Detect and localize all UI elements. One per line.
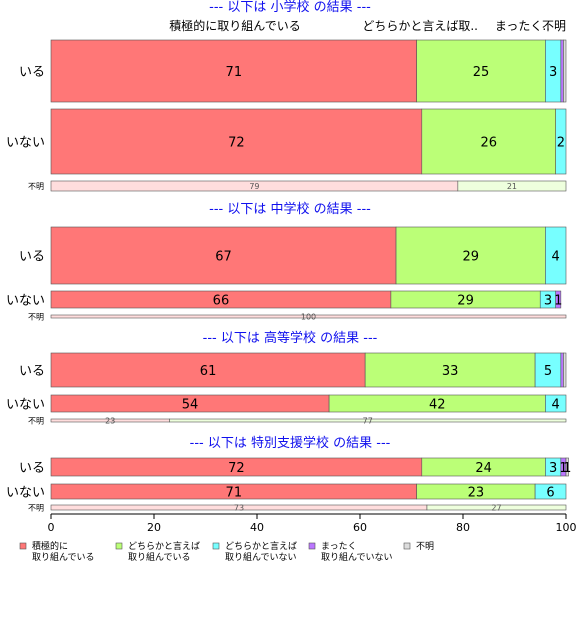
bar-segment [545,394,567,413]
column-label: まったく.. [495,19,550,33]
column-label: どちらかと言えば取.. [362,19,478,33]
bar-segment [50,108,423,175]
data-label: 73 [234,504,244,513]
data-label: 29 [457,294,474,309]
bar-segment [565,457,569,477]
x-tick-label: 40 [250,521,264,534]
bar-segment [421,108,556,175]
row-label: いる [19,461,45,476]
data-label: 72 [228,461,245,476]
x-tick-label: 0 [48,521,55,534]
data-label: 27 [491,504,501,513]
data-label: 33 [442,364,459,379]
data-label: 25 [473,65,490,80]
column-label: 積極的に取り組んでいる [169,18,300,33]
data-label: 79 [249,182,259,191]
legend-label: どちらかと言えば [225,540,297,552]
bar-segment [563,39,567,103]
legend-label: 不明 [416,541,434,552]
bar-segment [169,418,567,423]
row-label: いる [19,65,45,80]
x-tick-label: 100 [556,521,577,534]
bar-segment [545,226,567,285]
row-label: 不明 [28,504,44,513]
legend-swatch [308,542,316,550]
data-label: 5 [544,364,552,379]
bar-segment [395,226,546,285]
data-label: 26 [480,136,497,151]
data-label: 2 [557,136,565,151]
data-label: 3 [549,461,557,476]
row-label: いない [6,486,45,501]
data-label: 4 [552,398,560,413]
bar-segment [560,39,564,103]
bar-segment [534,483,567,500]
legend-label: 取り組んでいる [128,551,191,563]
legend-label: 取り組んでいない [225,551,297,563]
data-label: 72 [228,136,245,151]
legend-swatch [403,542,411,550]
x-tick-label: 60 [353,521,367,534]
data-label: 4 [552,250,560,265]
bar-segment [555,108,567,175]
x-tick-label: 20 [147,521,161,534]
data-label: 71 [226,486,243,501]
data-label: 29 [462,250,479,265]
row-label: 不明 [28,417,44,426]
legend-label: 取り組んでいる [32,551,95,563]
data-label: 67 [215,250,232,265]
bar-segment [416,39,546,103]
data-label: 21 [507,182,517,191]
data-label: 66 [213,294,230,309]
group-title: --- 以下は 高等学校 の結果 --- [203,330,378,346]
legend-label: 積極的に [32,540,68,552]
legend-swatch [212,542,220,550]
group-title: --- 以下は 小学校 の結果 --- [209,0,371,15]
bar-segment [50,314,567,319]
bar-segment [457,180,567,192]
data-label: 3 [549,65,557,80]
legend-label: まったく [321,541,357,552]
row-label: 不明 [28,182,44,191]
x-tick-label: 80 [456,521,470,534]
column-label: 不明 [542,19,566,33]
bar-segment [50,352,366,388]
bar-segment [555,290,562,309]
legend-swatch [19,542,27,550]
data-label: 1 [554,294,562,309]
data-label: 71 [226,65,243,80]
row-label: いない [6,294,45,309]
data-label: 6 [546,486,554,501]
legend-label: 取り組んでいない [321,551,393,563]
row-label: いない [6,136,45,151]
data-label: 1 [563,461,571,476]
row-label: 不明 [28,313,44,322]
data-label: 77 [363,417,373,426]
data-label: 3 [544,294,552,309]
bar-segment [560,352,564,388]
data-label: 100 [301,313,316,322]
legend-label: どちらかと言えば [128,540,200,552]
bar-segment [364,352,536,388]
row-label: いない [6,398,45,413]
bar-segment [426,504,567,511]
data-label: 23 [105,417,115,426]
data-label: 42 [429,398,446,413]
bar-segment [563,352,567,388]
legend-swatch [115,542,123,550]
data-label: 61 [200,364,217,379]
group-title: --- 以下は 中学校 の結果 --- [209,201,371,217]
data-label: 54 [182,398,199,413]
row-label: いる [19,364,45,379]
data-label: 1 [559,461,567,476]
group-title: --- 以下は 特別支援学校 の結果 --- [190,435,391,451]
row-label: いる [19,250,45,265]
data-label: 23 [468,486,485,501]
data-label: 24 [475,461,492,476]
